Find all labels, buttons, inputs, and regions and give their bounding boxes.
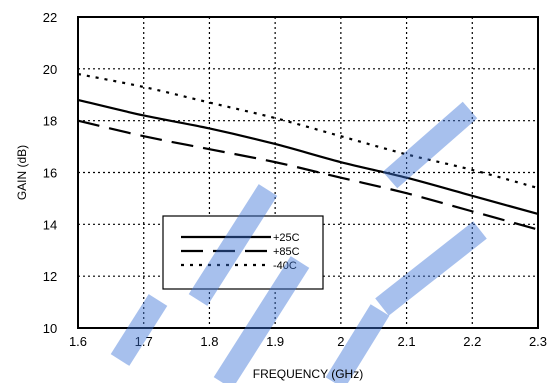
watermark-stroke (213, 256, 310, 383)
watermark-stroke (188, 184, 278, 306)
y-tick-label: 10 (43, 321, 57, 336)
watermark-stroke (325, 304, 390, 383)
watermark (110, 101, 487, 383)
y-tick-label: 20 (43, 62, 57, 77)
x-axis-label: FREQUENCY (GHz) (253, 367, 363, 381)
x-tick-label: 1.8 (200, 334, 218, 349)
series-lines (77, 72, 539, 231)
legend-label: +25C (273, 232, 300, 244)
series-line-2 (77, 72, 539, 190)
legend-label: +85C (273, 246, 300, 258)
legend: +25C +85C -40C (162, 215, 324, 290)
plot-frame (77, 16, 539, 329)
y-tick-label: 14 (43, 217, 57, 232)
tick-labels: 1.6 1.7 1.8 1.9 2 2.1 2.2 2.3 10 12 14 16 18 20 22 (43, 10, 547, 349)
x-tick-label: 1.6 (69, 334, 87, 349)
y-tick-label: 22 (43, 10, 57, 25)
x-tick-label: 1.9 (266, 334, 284, 349)
x-tick-label: 2.3 (529, 334, 547, 349)
series-line-1 (77, 119, 539, 231)
y-axis-label: GAIN (dB) (15, 145, 29, 200)
x-tick-label: 1.7 (135, 334, 153, 349)
watermark-stroke (375, 221, 487, 316)
x-tick-label: 2.2 (463, 334, 481, 349)
series-line-0 (77, 98, 539, 216)
legend-label: -40C (273, 260, 297, 272)
y-tick-label: 18 (43, 114, 57, 129)
watermark-stroke (110, 294, 168, 366)
x-tick-label: 2 (337, 334, 344, 349)
y-tick-label: 16 (43, 166, 57, 181)
y-tick-label: 12 (43, 269, 57, 284)
watermark-stroke (382, 101, 478, 189)
legend-box (162, 215, 324, 290)
x-tick-label: 2.1 (398, 334, 416, 349)
